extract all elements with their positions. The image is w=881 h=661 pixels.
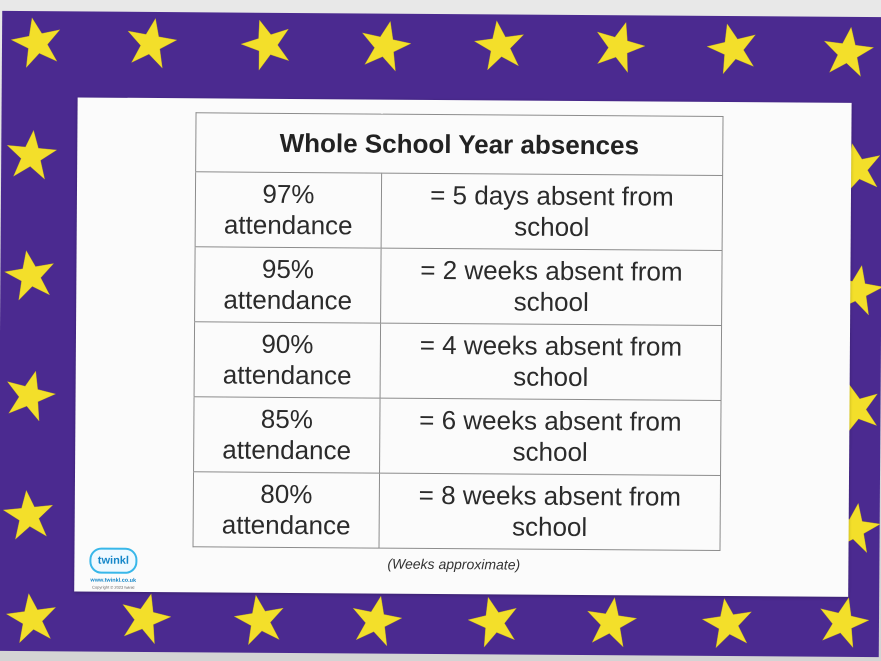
- attendance-word: attendance: [223, 209, 353, 241]
- table-title: Whole School Year absences: [195, 112, 724, 176]
- attendance-cell: 95% attendance: [194, 246, 382, 324]
- absence-place: school: [513, 286, 589, 318]
- table-row: 80% attendance = 8 weeks absent from sch…: [193, 471, 721, 551]
- star-icon: [461, 589, 526, 654]
- absence-line: = 6 weeks absent from: [419, 404, 682, 437]
- star-icon: [585, 13, 652, 80]
- attendance-word: attendance: [222, 434, 352, 466]
- poster-sheet: Whole School Year absences 97% attendanc…: [74, 97, 852, 597]
- star-icon: [0, 362, 62, 428]
- star-icon: [353, 13, 417, 77]
- twinkl-url: www.twinkl.co.uk: [90, 577, 137, 584]
- table-row: 95% attendance = 2 weeks absent from sch…: [194, 246, 723, 326]
- star-icon: [700, 15, 765, 80]
- attendance-word: attendance: [222, 359, 352, 391]
- attendance-word: attendance: [221, 509, 351, 541]
- attendance-percent: 80%: [260, 478, 313, 510]
- absence-place: school: [513, 361, 589, 393]
- table-row: 90% attendance = 4 weeks absent from sch…: [194, 321, 722, 401]
- star-icon: [697, 592, 758, 653]
- absence-line: = 5 days absent from: [430, 179, 674, 212]
- absence-line: = 8 weeks absent from: [418, 479, 682, 512]
- star-icon: [810, 589, 875, 654]
- star-icon: [5, 11, 69, 74]
- star-icon: [2, 126, 61, 185]
- absence-place: school: [512, 436, 588, 468]
- star-icon: [470, 15, 531, 76]
- absence-line: = 2 weeks absent from: [420, 254, 683, 287]
- absence-cell: = 5 days absent from school: [381, 173, 723, 251]
- star-icon: [233, 11, 301, 78]
- star-border-card: Whole School Year absences 97% attendanc…: [0, 10, 881, 658]
- star-icon: [0, 244, 62, 306]
- star-icon: [2, 588, 63, 649]
- twinkl-logo: twinkl www.twinkl.co.uk Copyright © 2023…: [80, 547, 146, 590]
- attendance-cell: 85% attendance: [193, 396, 381, 474]
- star-icon: [580, 592, 641, 653]
- star-icon: [229, 589, 291, 651]
- twinkl-copyright: Copyright © 2023 twinkl: [92, 584, 135, 590]
- attendance-percent: 97%: [262, 178, 315, 210]
- star-icon: [120, 12, 183, 75]
- absence-cell: = 2 weeks absent from school: [380, 248, 723, 326]
- absence-line: = 4 weeks absent from: [419, 329, 683, 362]
- attendance-cell: 90% attendance: [194, 321, 381, 399]
- attendance-cell: 97% attendance: [195, 171, 382, 249]
- twinkl-wordmark: twinkl: [89, 547, 138, 574]
- absence-cell: = 6 weeks absent from school: [379, 398, 722, 476]
- star-icon: [818, 22, 879, 83]
- attendance-percent: 95%: [261, 253, 315, 285]
- star-icon: [344, 589, 408, 653]
- absence-place: school: [514, 211, 590, 243]
- absence-cell: = 8 weeks absent from school: [379, 473, 721, 551]
- star-icon: [112, 585, 178, 651]
- attendance-table: Whole School Year absences 97% attendanc…: [192, 112, 724, 551]
- attendance-percent: 85%: [260, 403, 314, 435]
- table-row: 97% attendance = 5 days absent from scho…: [195, 171, 723, 251]
- star-icon: [0, 486, 58, 545]
- absence-cell: = 4 weeks absent from school: [380, 323, 722, 401]
- absence-place: school: [511, 511, 588, 543]
- approximation-note: (Weeks approximate): [387, 555, 521, 573]
- table-row: 85% attendance = 6 weeks absent from sch…: [193, 396, 722, 476]
- attendance-cell: 80% attendance: [193, 471, 380, 549]
- attendance-percent: 90%: [261, 328, 314, 360]
- attendance-word: attendance: [223, 284, 353, 316]
